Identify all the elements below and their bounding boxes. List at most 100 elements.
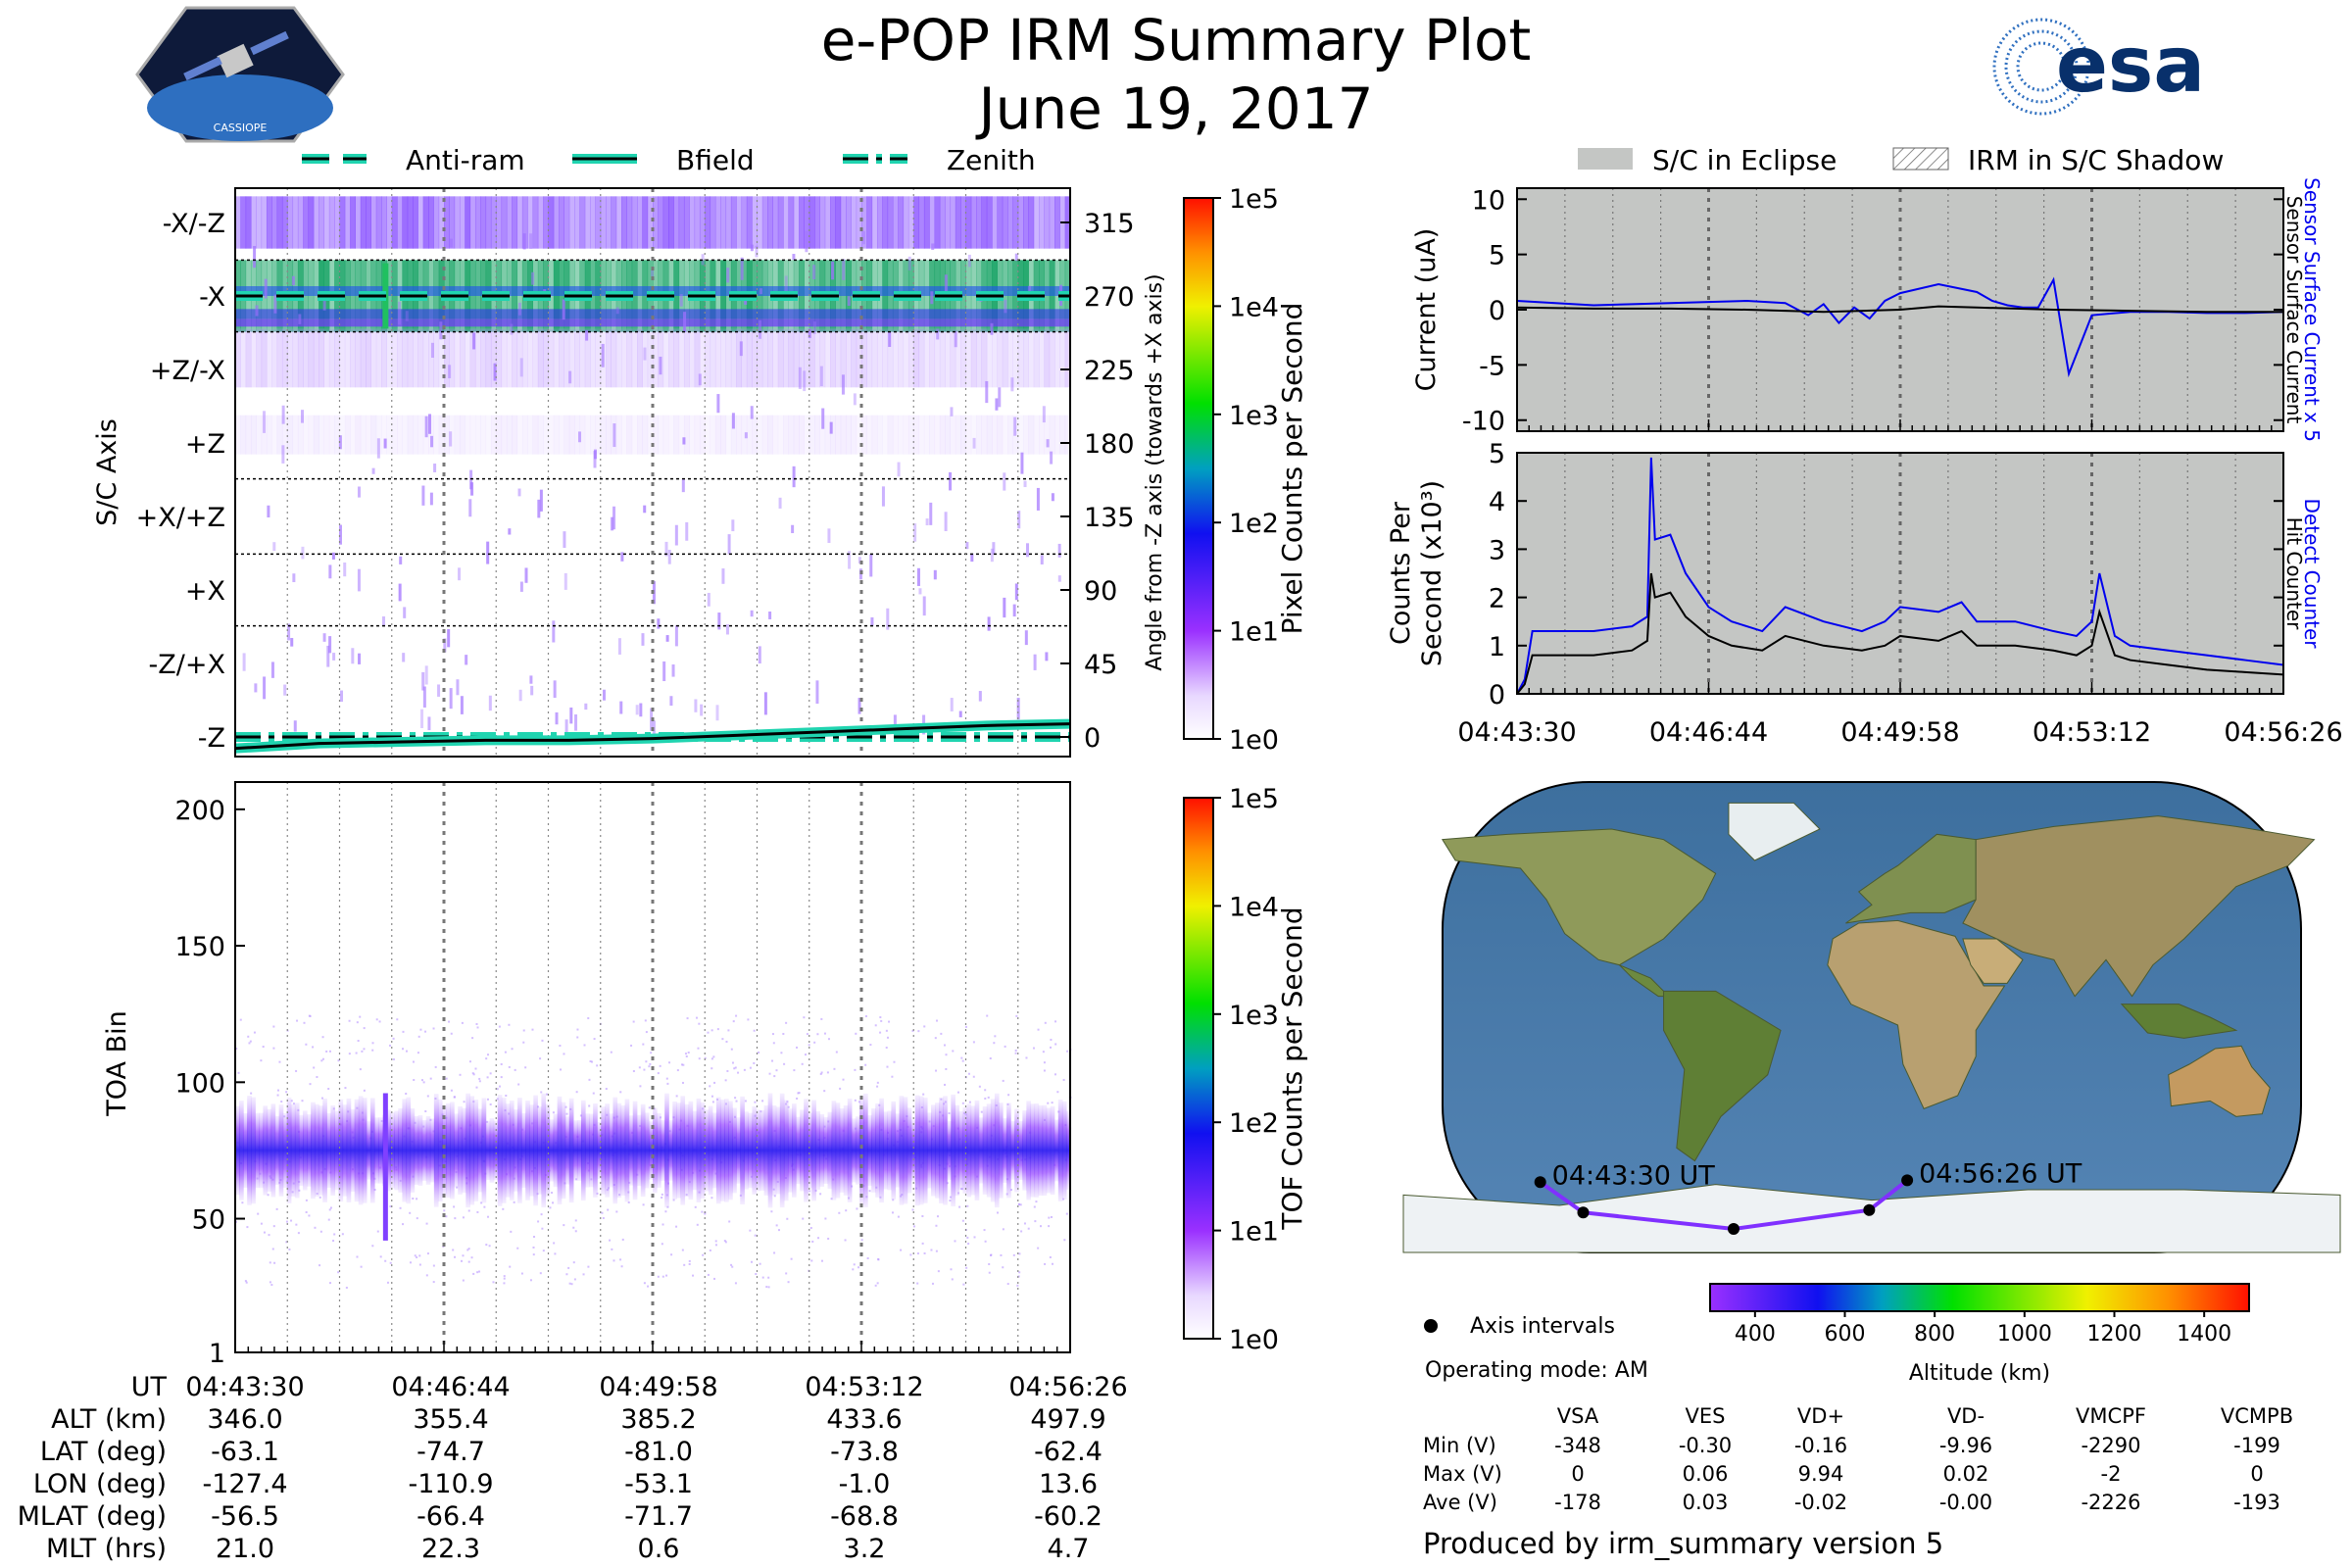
angle-tick-label: 90 xyxy=(1084,576,1117,607)
pixel-counts-colorbar: 1e5 1e4 1e3 1e2 1e1 1e0 Pixel Counts per Secon… xyxy=(1183,184,1308,756)
y-tick-label: 0 xyxy=(1489,680,1505,710)
counts-right-label-blue: Detect Counter xyxy=(2300,499,2324,650)
x-tick-label: 04:46:44 xyxy=(1649,717,1768,748)
current-ylabel: Current (uA) xyxy=(1411,228,1442,392)
voltage-cell: -0.00 xyxy=(1939,1491,1992,1514)
angle-tick-label: 135 xyxy=(1084,503,1135,533)
altitude-tick-label: 600 xyxy=(1825,1322,1866,1347)
ut-cell: 346.0 xyxy=(207,1404,282,1435)
altitude-tick-label: 400 xyxy=(1735,1322,1776,1347)
colorbar-tick-label: 1e1 xyxy=(1229,617,1279,648)
voltage-cell: -199 xyxy=(2233,1434,2280,1457)
toa-ylabel: TOA Bin xyxy=(102,1010,132,1116)
ut-cell: -60.2 xyxy=(1034,1501,1102,1532)
sc-axis-ylabel: S/C Axis xyxy=(92,418,122,526)
x-tick-label: 04:49:58 xyxy=(1840,717,1959,748)
colorbar-tick-label: 1e3 xyxy=(1229,1001,1279,1031)
cassiope-logo: CASSIOPE xyxy=(135,6,345,143)
counts-ylabel-line1: Counts Per xyxy=(1386,501,1416,645)
colorbar-tick-label: 1e5 xyxy=(1229,784,1279,814)
toa-tick-label: 200 xyxy=(174,796,225,826)
sc-axis-tick-label: +X/+Z xyxy=(136,503,225,533)
counts-right-label-black: Hit Counter xyxy=(2282,517,2306,630)
ut-cell: -127.4 xyxy=(202,1469,287,1499)
world-map-panel: 04:43:30 UT 04:56:26 UT Axis intervals xyxy=(1402,781,2341,1339)
y-tick-label: 5 xyxy=(1489,241,1505,271)
axis-interval-marker xyxy=(1901,1174,1914,1187)
sc-axis-tick-label: +X xyxy=(185,576,225,607)
cassiope-logo-text: CASSIOPE xyxy=(214,122,268,134)
ut-row-label: MLT (hrs) xyxy=(46,1534,167,1564)
voltage-cell: 0 xyxy=(2250,1462,2263,1486)
voltage-cell: -0.30 xyxy=(1679,1434,1732,1457)
colorbar-tick-label: 1e4 xyxy=(1229,292,1279,322)
altitude-tick-label: 800 xyxy=(1914,1322,1955,1347)
y-tick-label: 10 xyxy=(1472,185,1505,216)
y-tick-label: 5 xyxy=(1489,439,1505,469)
voltage-cell: 0 xyxy=(1571,1462,1584,1486)
ut-row-label: LON (deg) xyxy=(33,1469,167,1499)
voltage-cell: -178 xyxy=(1554,1491,1601,1514)
series-line xyxy=(1516,457,2284,695)
ut-cell: -73.8 xyxy=(830,1437,899,1467)
colorbar-tick-label: 1e2 xyxy=(1229,509,1279,539)
colorbar-gradient xyxy=(1183,197,1214,740)
axis-intervals-legend-marker xyxy=(1424,1319,1438,1333)
angle-tick-label: 45 xyxy=(1084,650,1117,680)
legend-label: S/C in Eclipse xyxy=(1652,144,1837,176)
colorbar-tick-label: 1e4 xyxy=(1229,892,1279,922)
axis-interval-marker xyxy=(1534,1176,1546,1189)
colorbar-tick-label: 1e5 xyxy=(1229,184,1279,215)
ut-cell: 04:53:12 xyxy=(805,1372,923,1402)
ut-cell: 4.7 xyxy=(1048,1534,1090,1564)
ut-cell: -66.4 xyxy=(416,1501,485,1532)
voltage-cell: -2290 xyxy=(2081,1434,2140,1457)
altitude-tick-label: 1200 xyxy=(2087,1322,2142,1347)
operating-mode: Operating mode: AM xyxy=(1425,1358,1648,1383)
ut-cell: 04:46:44 xyxy=(391,1372,510,1402)
ut-cell: -56.5 xyxy=(211,1501,279,1532)
legend-swatch-hatched xyxy=(1892,147,1949,171)
voltage-cell: 0.06 xyxy=(1683,1462,1729,1486)
map-indonesia xyxy=(2120,1004,2238,1039)
y-tick-label: 1 xyxy=(1489,632,1505,662)
sc-axis-tick-label: +Z xyxy=(185,429,225,460)
ut-row-label: MLAT (deg) xyxy=(18,1501,167,1532)
angle-tick-label: 270 xyxy=(1084,282,1135,313)
voltage-header: VMCPF xyxy=(2076,1404,2146,1428)
toa-tick-label: 150 xyxy=(174,932,225,962)
voltage-cell: 0.02 xyxy=(1943,1462,1989,1486)
voltage-cell: -0.02 xyxy=(1794,1491,1847,1514)
map-antarctica xyxy=(1402,1184,2341,1253)
voltage-cell: -2226 xyxy=(2081,1491,2140,1514)
map-australia xyxy=(2168,1045,2271,1117)
ut-cell: 3.2 xyxy=(844,1534,886,1564)
sc-axis-panel: -X/-Z 315 -X 270 +Z/-X 225 +Z 180 +X/+Z 135 +X 90 -Z… xyxy=(92,187,1167,758)
series-line xyxy=(1516,572,2284,695)
voltage-row-label: Min (V) xyxy=(1423,1434,1496,1457)
ut-cell: 04:56:26 xyxy=(1008,1372,1127,1402)
colorbar-label: Pixel Counts per Second xyxy=(1276,303,1308,635)
legend-label: IRM in S/C Shadow xyxy=(1968,144,2224,176)
toa-tick-label: 100 xyxy=(174,1068,225,1099)
map-asia xyxy=(1962,815,2316,998)
voltage-cell: -0.16 xyxy=(1794,1434,1847,1457)
x-tick-label: 04:43:30 xyxy=(1457,717,1576,748)
y-tick-label: -10 xyxy=(1462,407,1505,437)
ut-cell: -63.1 xyxy=(211,1437,279,1467)
altitude-gradient xyxy=(1709,1283,2250,1312)
colorbar-label: TOF Counts per Second xyxy=(1276,906,1308,1230)
ut-row-label: LAT (deg) xyxy=(40,1437,167,1467)
voltage-cell: -348 xyxy=(1554,1434,1601,1457)
y-tick-label: -5 xyxy=(1479,351,1505,381)
ut-cell: 0.6 xyxy=(638,1534,680,1564)
ut-cell: -62.4 xyxy=(1034,1437,1102,1467)
x-tick-label: 04:53:12 xyxy=(2033,717,2151,748)
ut-cell: -81.0 xyxy=(624,1437,693,1467)
map-north-america xyxy=(1441,828,1717,966)
sc-axis-tick-label: -X xyxy=(199,282,225,313)
sc-axis-frame xyxy=(234,187,1071,758)
ut-cell: 21.0 xyxy=(216,1534,274,1564)
